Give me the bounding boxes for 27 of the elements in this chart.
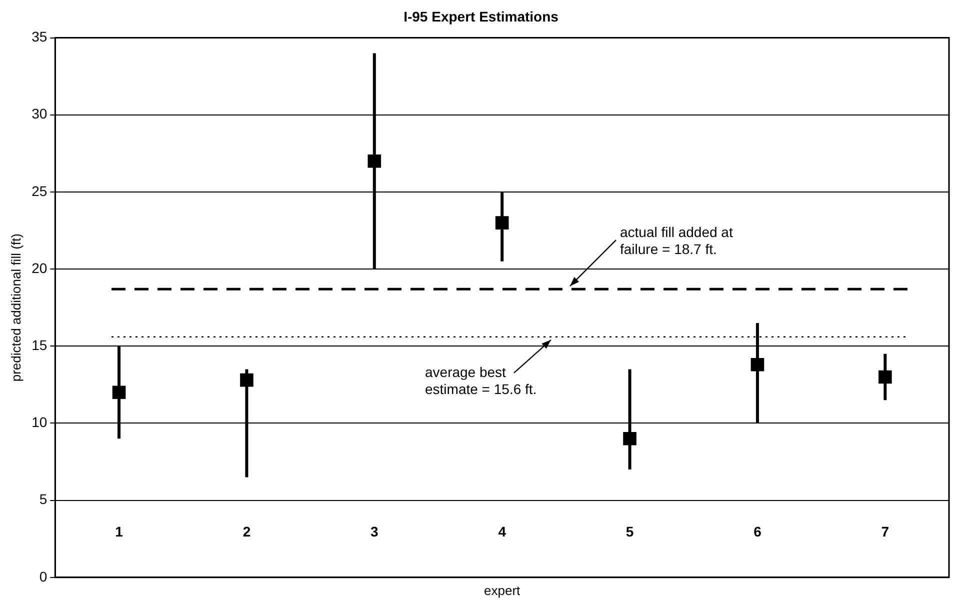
y-tick-label: 5 [39,491,48,508]
point [495,216,509,230]
y-tick-label: 10 [32,414,48,430]
legend-label: average best estimate = 15.6 ft. [425,364,537,397]
x-tick-label: 1 [115,523,124,540]
x-tick-label: 5 [626,523,634,540]
ref-line-label: actual fill added at failure = 18.7 ft. [620,224,733,258]
x-tick-label: 6 [754,523,762,540]
point [368,154,382,168]
x-tick-label: 2 [242,523,251,540]
point [623,432,636,446]
y-tick-label: 20 [32,260,48,276]
point [112,386,126,400]
y-tick-label: 0 [39,568,48,584]
y-tick-label: 15 [32,337,48,353]
y-tick-label: 30 [32,106,48,122]
y-axis-title: predicted additional fill (ft) [8,234,24,382]
point [878,370,892,384]
y-tick-label: 25 [32,182,48,199]
x-tick-label: 3 [370,523,378,540]
x-tick-label: 4 [498,523,506,540]
y-tick-label: 35 [32,28,48,45]
x-axis-title: expert [484,582,521,598]
x-tick-label: 7 [881,523,890,540]
point [240,373,254,387]
chart-title: I-95 Expert Estimations [404,8,559,24]
point [750,358,764,372]
